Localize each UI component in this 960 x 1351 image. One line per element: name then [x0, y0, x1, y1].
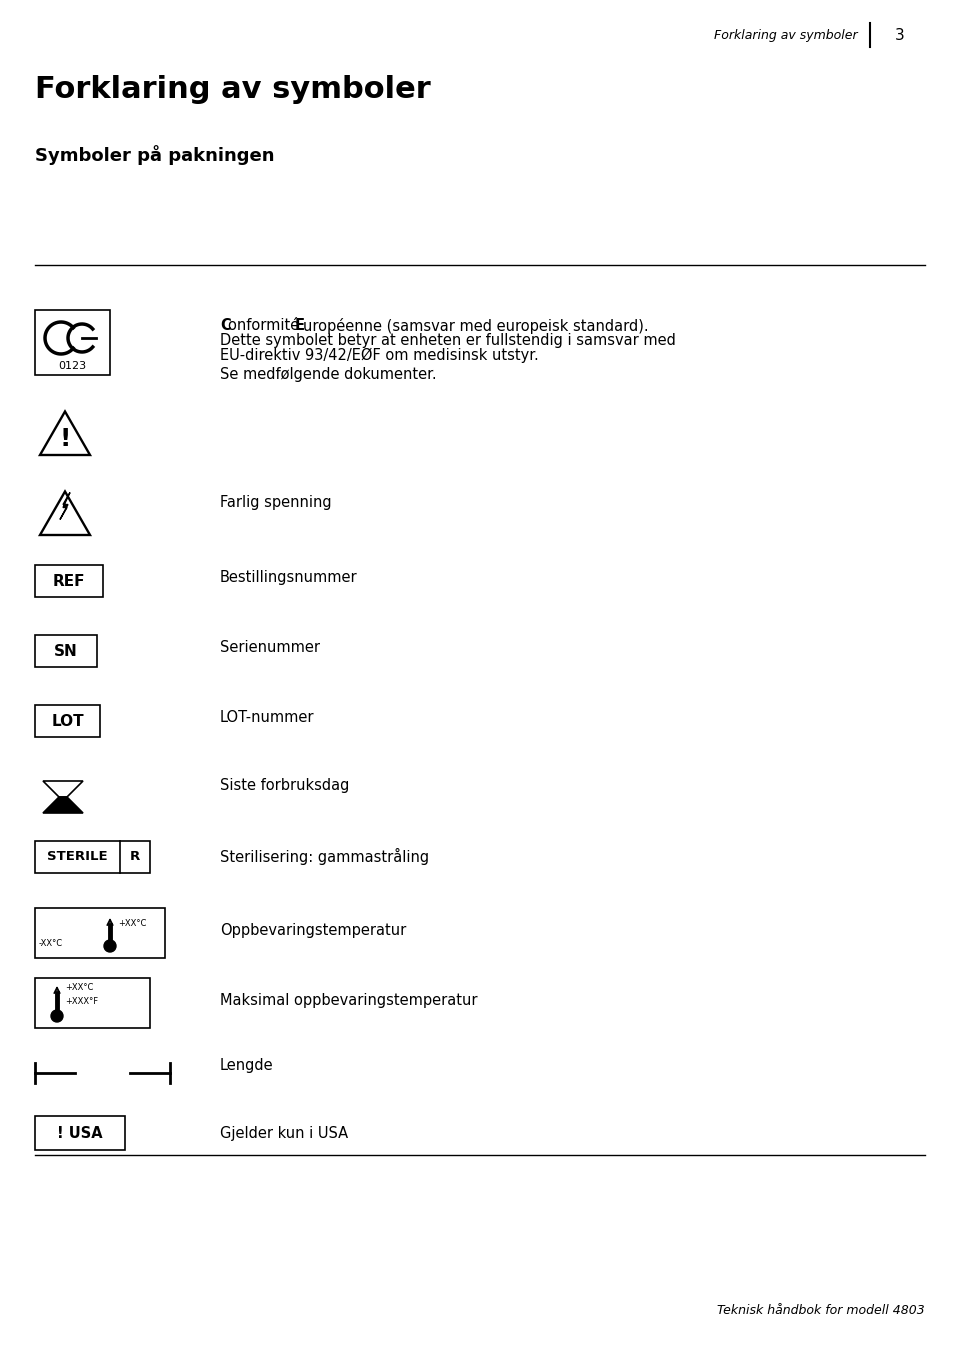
Text: +XX°C: +XX°C — [65, 984, 93, 993]
Polygon shape — [60, 493, 70, 520]
Text: Sterilisering: gammastråling: Sterilisering: gammastråling — [220, 848, 429, 865]
Text: +XXX°F: +XXX°F — [65, 997, 98, 1005]
Text: Forklaring av symboler: Forklaring av symboler — [35, 76, 431, 104]
Text: Maksimal oppbevaringstemperatur: Maksimal oppbevaringstemperatur — [220, 993, 477, 1008]
Text: Dette symbolet betyr at enheten er fullstendig i samsvar med: Dette symbolet betyr at enheten er fulls… — [220, 332, 676, 349]
Bar — [35, 309, 110, 376]
Text: Oppbevaringstemperatur: Oppbevaringstemperatur — [220, 923, 406, 938]
Text: EU-direktiv 93/42/EØF om medisinsk utstyr.: EU-direktiv 93/42/EØF om medisinsk utsty… — [220, 349, 539, 363]
Text: 3: 3 — [895, 27, 905, 42]
Text: ! USA: ! USA — [58, 1125, 103, 1140]
Text: Siste forbruksdag: Siste forbruksdag — [220, 778, 349, 793]
Bar — [35, 565, 103, 597]
Text: 0123: 0123 — [59, 361, 86, 372]
Bar — [35, 842, 150, 873]
Text: C: C — [220, 317, 230, 332]
Text: onformité: onformité — [228, 317, 304, 332]
Text: Forklaring av symboler: Forklaring av symboler — [714, 28, 858, 42]
Text: Serienummer: Serienummer — [220, 640, 320, 655]
Text: Se medfølgende dokumenter.: Se medfølgende dokumenter. — [220, 367, 437, 382]
Bar — [35, 978, 150, 1028]
Circle shape — [104, 940, 116, 952]
Text: REF: REF — [53, 574, 85, 589]
Bar — [35, 635, 97, 667]
Circle shape — [51, 1011, 63, 1021]
Polygon shape — [43, 797, 83, 813]
Text: Bestillingsnummer: Bestillingsnummer — [220, 570, 358, 585]
Text: E: E — [295, 317, 305, 332]
Text: LOT: LOT — [51, 713, 84, 728]
Bar — [35, 908, 165, 958]
Text: R: R — [130, 851, 140, 863]
Text: LOT-nummer: LOT-nummer — [220, 711, 315, 725]
Text: +XX°C: +XX°C — [118, 919, 146, 928]
Text: SN: SN — [54, 643, 78, 658]
Text: Teknisk håndbok for modell 4803: Teknisk håndbok for modell 4803 — [717, 1304, 925, 1316]
Text: -XX°C: -XX°C — [39, 939, 63, 948]
Text: uropéenne (samsvar med europeisk standard).: uropéenne (samsvar med europeisk standar… — [303, 317, 649, 334]
Text: Gjelder kun i USA: Gjelder kun i USA — [220, 1125, 348, 1142]
Text: Farlig spenning: Farlig spenning — [220, 494, 331, 509]
Text: !: ! — [60, 427, 71, 451]
Text: STERILE: STERILE — [47, 851, 108, 863]
Text: Symboler på pakningen: Symboler på pakningen — [35, 145, 275, 165]
Bar — [35, 705, 100, 738]
Polygon shape — [43, 781, 83, 797]
Bar — [35, 1116, 125, 1150]
Text: Lengde: Lengde — [220, 1058, 274, 1073]
